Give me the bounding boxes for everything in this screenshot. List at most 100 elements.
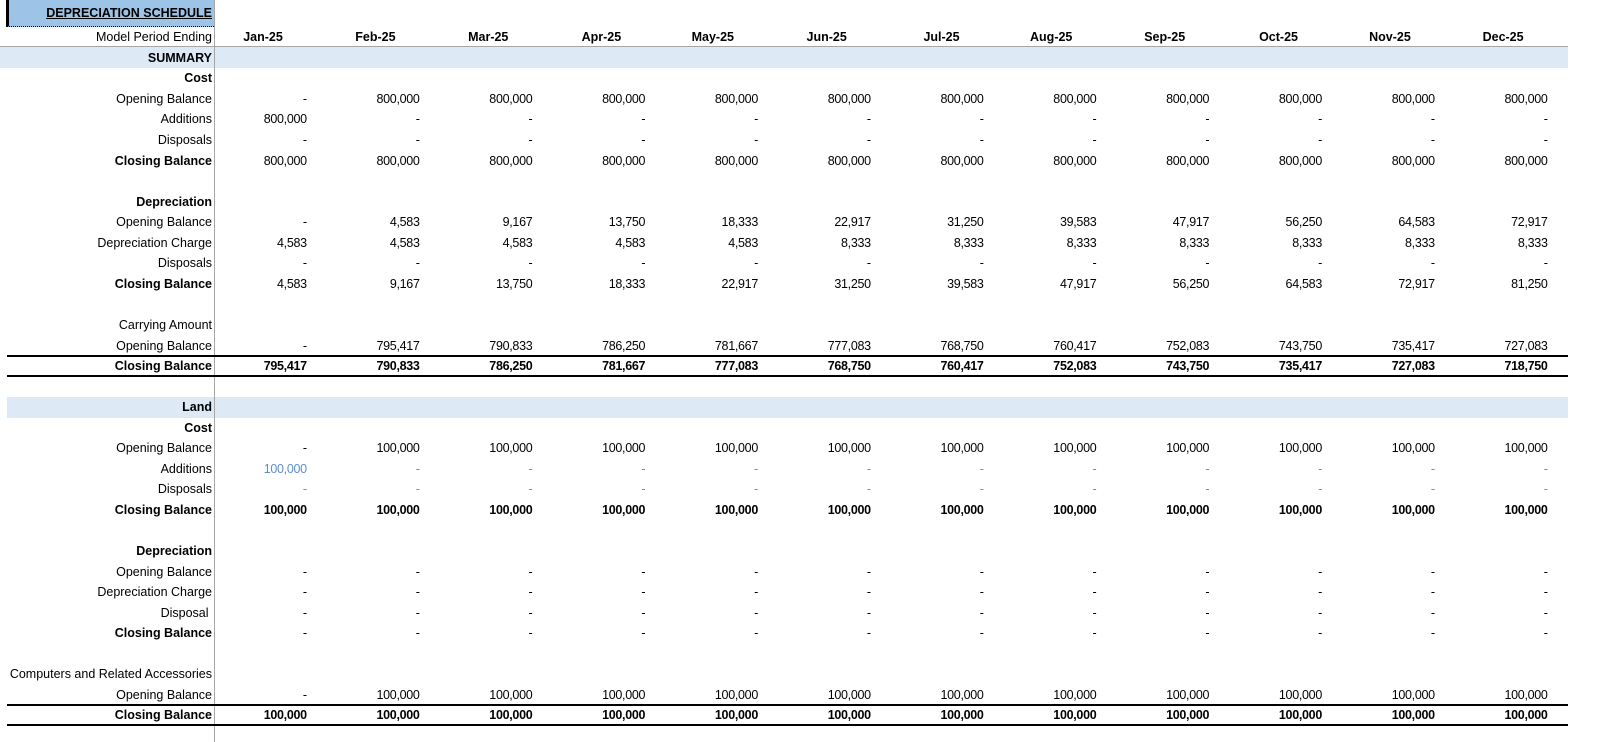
value-cell[interactable]: 800,000 (263, 153, 307, 168)
value-cell[interactable]: - (1430, 585, 1435, 600)
value-cell[interactable]: 18,333 (721, 215, 759, 230)
value-cell[interactable]: 22,917 (834, 215, 871, 230)
value-cell[interactable]: - (1543, 585, 1548, 600)
value-cell[interactable]: 781,667 (714, 338, 758, 353)
value-cell[interactable]: 100,000 (376, 441, 420, 456)
value-cell[interactable]: 100,000 (1504, 708, 1548, 723)
value-cell[interactable]: 47,917 (1172, 215, 1210, 230)
value-cell[interactable]: - (979, 605, 984, 620)
value-cell[interactable]: - (754, 626, 758, 641)
value-cell[interactable]: 100,000 (376, 708, 420, 723)
value-cell[interactable]: 790,833 (376, 359, 420, 374)
value-cell[interactable]: 18,333 (608, 276, 646, 291)
value-cell[interactable]: 56,250 (1172, 276, 1210, 291)
value-cell[interactable]: 100,000 (1053, 441, 1097, 456)
value-cell[interactable]: 100,000 (489, 708, 533, 723)
value-cell[interactable]: - (641, 112, 646, 127)
value-cell[interactable]: - (1205, 605, 1210, 620)
value-cell[interactable]: - (415, 482, 420, 497)
value-cell[interactable]: - (302, 482, 307, 497)
value-cell[interactable]: - (1318, 564, 1322, 579)
value-cell[interactable]: - (528, 461, 533, 476)
row-label[interactable]: Additions (160, 461, 212, 476)
value-cell[interactable]: 64,583 (1285, 276, 1323, 291)
value-cell[interactable]: - (1205, 482, 1210, 497)
value-cell[interactable]: - (1318, 461, 1322, 476)
value-cell[interactable]: - (979, 133, 984, 148)
value-cell[interactable]: - (979, 461, 984, 476)
value-cell[interactable]: - (1318, 626, 1322, 641)
value-cell[interactable]: - (528, 605, 533, 620)
row-label[interactable]: Closing Balance (114, 276, 212, 291)
value-cell[interactable]: - (1430, 564, 1435, 579)
row-label[interactable]: Disposals (157, 256, 212, 271)
value-cell[interactable]: 800,000 (376, 153, 420, 168)
value-cell[interactable]: 31,250 (834, 276, 871, 291)
value-cell[interactable]: 800,000 (1504, 91, 1548, 106)
value-cell[interactable]: - (1430, 626, 1435, 641)
value-cell[interactable]: 100,000 (263, 461, 307, 476)
value-cell[interactable]: - (754, 112, 758, 127)
value-cell[interactable]: - (1430, 133, 1435, 148)
row-label[interactable]: Disposals (157, 133, 212, 148)
value-cell[interactable]: 39,583 (947, 276, 984, 291)
value-cell[interactable]: 718,750 (1504, 359, 1548, 374)
value-cell[interactable]: - (1543, 605, 1548, 620)
value-cell[interactable]: 100,000 (1278, 708, 1322, 723)
month-header[interactable]: Dec-25 (1482, 30, 1524, 45)
value-cell[interactable]: 56,250 (1285, 215, 1323, 230)
value-cell[interactable]: 100,000 (1278, 687, 1322, 702)
value-cell[interactable]: 4,583 (502, 235, 533, 250)
row-label[interactable]: Land (182, 400, 212, 415)
value-cell[interactable]: - (1543, 112, 1548, 127)
value-cell[interactable]: - (302, 215, 307, 230)
month-header[interactable]: Nov-25 (1369, 30, 1411, 45)
month-header[interactable]: Mar-25 (468, 30, 509, 45)
value-cell[interactable]: 100,000 (376, 687, 420, 702)
value-cell[interactable]: 9,167 (389, 276, 420, 291)
value-cell[interactable]: - (1318, 256, 1322, 271)
value-cell[interactable]: 800,000 (940, 153, 984, 168)
value-cell[interactable]: 100,000 (1391, 708, 1435, 723)
row-label[interactable]: Cost (184, 420, 212, 435)
value-cell[interactable]: - (1205, 256, 1210, 271)
value-cell[interactable]: 786,250 (602, 338, 646, 353)
sheet-title[interactable]: DEPRECIATION SCHEDULE (6, 0, 214, 27)
value-cell[interactable]: - (1205, 585, 1210, 600)
value-cell[interactable]: 100,000 (602, 441, 646, 456)
value-cell[interactable]: 4,583 (389, 215, 420, 230)
value-cell[interactable]: - (1543, 482, 1548, 497)
row-label[interactable]: Carrying Amount (118, 317, 212, 332)
value-cell[interactable]: - (302, 256, 307, 271)
value-cell[interactable]: 100,000 (602, 687, 646, 702)
value-cell[interactable]: 100,000 (1391, 687, 1435, 702)
value-cell[interactable]: - (1543, 461, 1548, 476)
value-cell[interactable]: 752,083 (1053, 359, 1097, 374)
value-cell[interactable]: - (415, 133, 420, 148)
row-label[interactable]: Opening Balance (116, 687, 212, 702)
value-cell[interactable]: - (866, 564, 871, 579)
value-cell[interactable]: - (1543, 564, 1548, 579)
value-cell[interactable]: 13,750 (608, 215, 646, 230)
value-cell[interactable]: 72,917 (1511, 215, 1548, 230)
row-label[interactable]: Opening Balance (116, 564, 212, 579)
value-cell[interactable]: 100,000 (1504, 441, 1548, 456)
value-cell[interactable]: - (528, 112, 533, 127)
value-cell[interactable]: - (866, 482, 871, 497)
value-cell[interactable]: 100,000 (714, 687, 758, 702)
value-cell[interactable]: - (1092, 605, 1097, 620)
value-cell[interactable]: - (1092, 585, 1097, 600)
row-label[interactable]: Depreciation (136, 544, 212, 559)
value-cell[interactable]: 735,417 (1278, 359, 1322, 374)
value-cell[interactable]: - (754, 256, 758, 271)
value-cell[interactable]: 100,000 (827, 708, 871, 723)
value-cell[interactable]: - (866, 133, 871, 148)
value-cell[interactable]: 100,000 (827, 687, 871, 702)
value-cell[interactable]: 100,000 (1166, 708, 1210, 723)
value-cell[interactable]: 800,000 (1053, 153, 1097, 168)
value-cell[interactable]: 4,583 (389, 235, 420, 250)
row-label[interactable]: Cost (184, 71, 212, 86)
value-cell[interactable]: 800,000 (827, 91, 871, 106)
value-cell[interactable]: - (528, 564, 533, 579)
value-cell[interactable]: - (415, 585, 420, 600)
